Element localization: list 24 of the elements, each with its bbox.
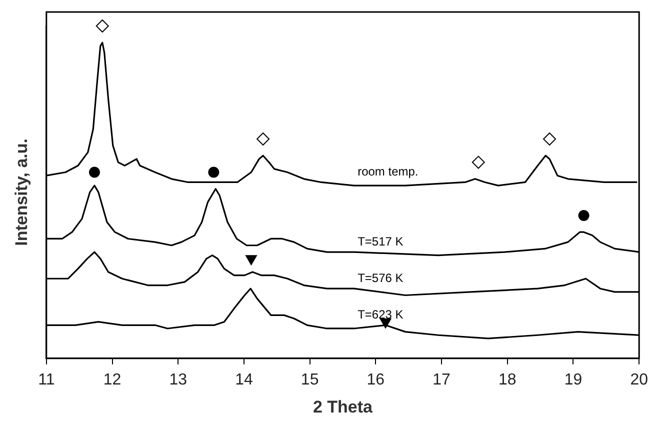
x-tick-label: 14 <box>235 371 253 388</box>
series-label: T=517 K <box>358 234 404 248</box>
x-tick-label: 16 <box>366 371 385 388</box>
point <box>88 166 100 178</box>
x-tick-label: 18 <box>498 371 516 388</box>
point <box>578 210 590 221</box>
x-tick-label: 20 <box>630 371 648 388</box>
x-tick-label: 19 <box>564 371 582 388</box>
x-tick-label: 15 <box>300 371 319 388</box>
series-label: T=576 K <box>358 270 404 285</box>
point <box>96 20 109 32</box>
point <box>256 132 270 146</box>
y-axis-title: Intensity, a.u. <box>12 138 31 246</box>
x-axis-title: 2 Theta <box>312 397 374 416</box>
series-label: room temp. <box>358 164 418 179</box>
point <box>472 156 485 169</box>
x-tick-label: 12 <box>103 371 122 388</box>
point <box>543 132 556 146</box>
x-tick-label: 11 <box>38 371 55 388</box>
point <box>246 255 257 266</box>
x-tick-label: 17 <box>432 371 451 388</box>
x-tick-label: 13 <box>169 371 188 388</box>
series-label: T=623 K <box>358 307 404 322</box>
point <box>208 166 220 178</box>
